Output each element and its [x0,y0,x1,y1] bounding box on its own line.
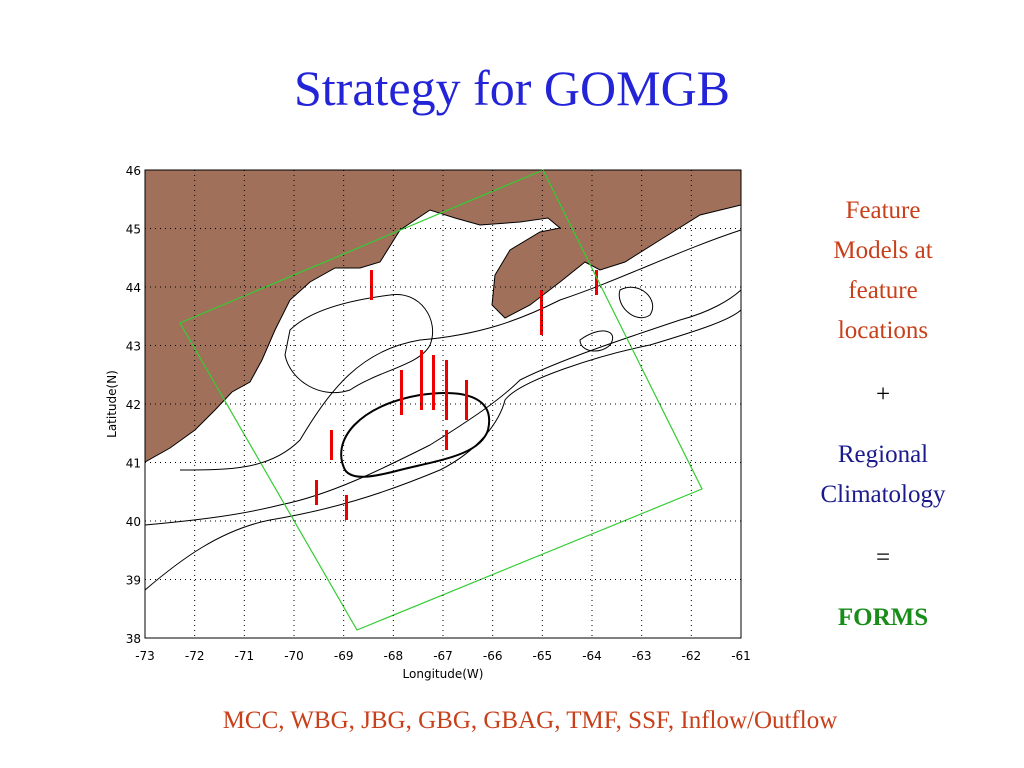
side-equals: = [876,544,890,571]
y-tick-label: 41 [126,457,141,471]
stations [315,270,598,520]
side-plus: + [876,381,890,408]
y-tick-label: 39 [126,574,141,588]
y-tick-label: 43 [126,340,141,354]
y-tick-label: 45 [126,223,141,237]
slide-title: Strategy for GOMGB [294,60,730,116]
y-axis-label: Latitude(N) [105,370,119,438]
land [144,169,742,463]
side-line: feature [848,277,917,304]
y-tick-label: 40 [126,515,141,529]
x-tick-label: -67 [433,649,453,663]
x-tick-label: -73 [135,649,155,663]
side-line: Feature [846,197,921,224]
x-tick-label: -63 [632,649,652,663]
side-line: locations [838,317,928,344]
contour [144,289,742,526]
map [144,169,742,639]
x-tick-label: -66 [483,649,503,663]
y-tick-label: 44 [126,281,141,295]
y-tick-label: 38 [126,632,141,646]
side-line: Models at [833,237,932,264]
y-tick-label: 46 [126,164,141,178]
bank-contour [340,392,491,478]
x-tick-label: -72 [185,649,205,663]
x-tick-label: -71 [235,649,255,663]
y-tick-label: 42 [126,398,141,412]
x-tick-label: -69 [334,649,354,663]
x-tick-label: -64 [582,649,602,663]
x-axis-label: Longitude(W) [403,667,484,681]
x-tick-label: -62 [682,649,702,663]
side-result: FORMS [838,604,928,631]
side-line: Regional [838,441,928,468]
x-tick-label: -70 [284,649,304,663]
footer: MCC, WBG, JBG, GBG, GBAG, TMF, SSF, Infl… [223,707,838,734]
side-text: Feature Models at feature locations + Regiona… [821,197,947,631]
x-tick-label: -68 [384,649,404,663]
model-domain [179,169,703,631]
side-line: Climatology [821,481,947,508]
contour [179,229,742,471]
x-tick-label: -61 [731,649,751,663]
x-tick-label: -65 [533,649,553,663]
